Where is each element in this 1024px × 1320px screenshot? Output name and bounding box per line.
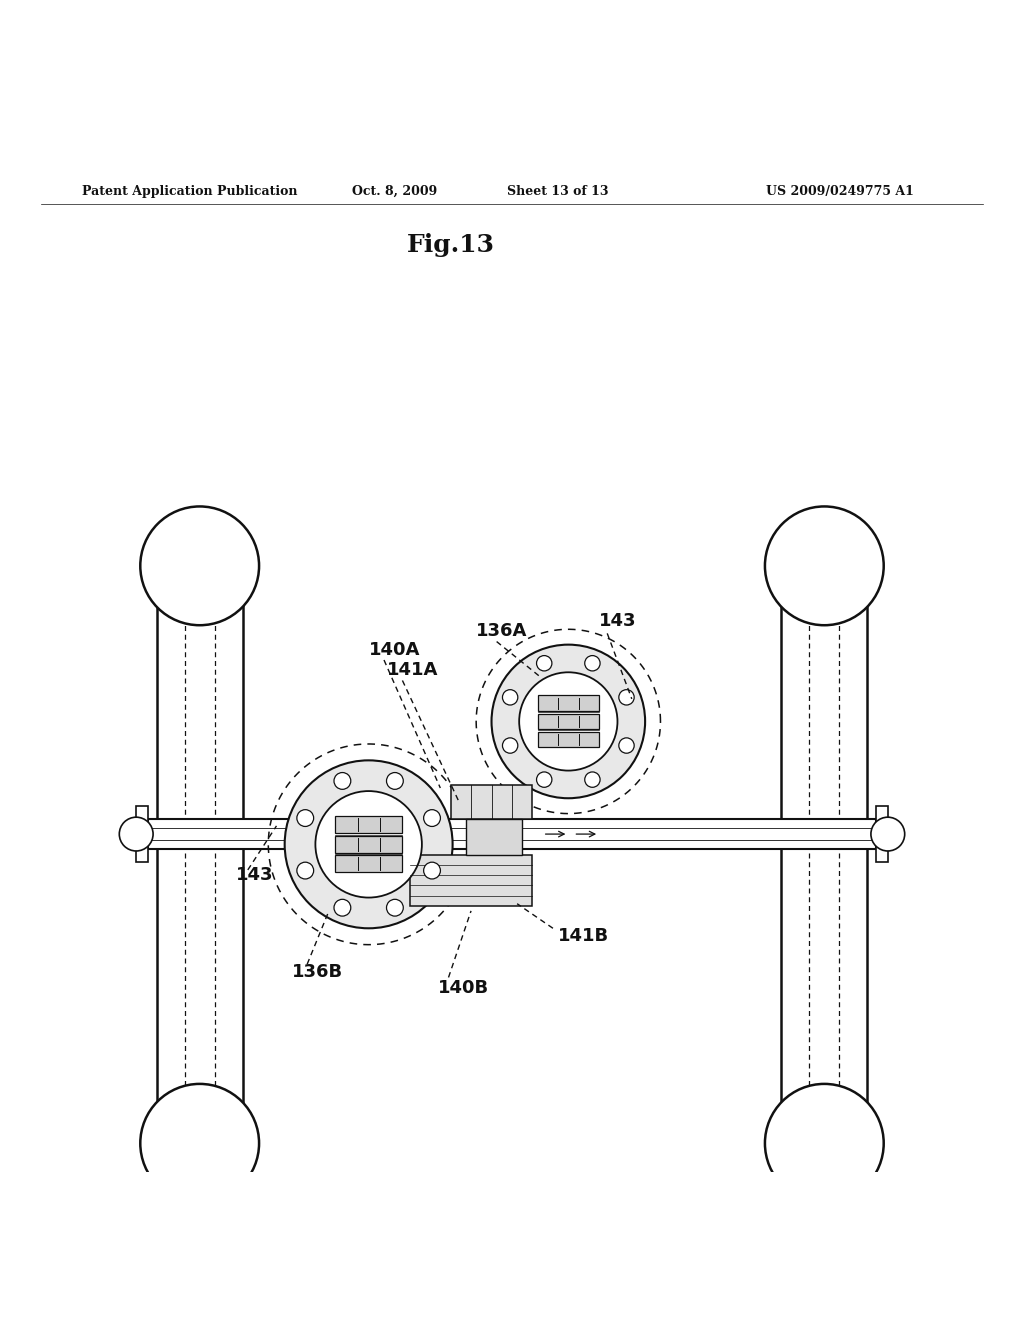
Circle shape — [424, 809, 440, 826]
Text: US 2009/0249775 A1: US 2009/0249775 A1 — [766, 185, 913, 198]
Circle shape — [585, 656, 600, 671]
Circle shape — [297, 809, 313, 826]
Circle shape — [140, 507, 259, 626]
Circle shape — [315, 791, 422, 898]
Text: 141B: 141B — [558, 928, 609, 945]
Circle shape — [765, 1084, 884, 1203]
Polygon shape — [336, 816, 401, 833]
Polygon shape — [538, 696, 599, 711]
Polygon shape — [157, 573, 243, 1137]
Circle shape — [870, 817, 905, 851]
Circle shape — [334, 899, 351, 916]
Circle shape — [386, 899, 403, 916]
Polygon shape — [781, 573, 867, 1137]
Circle shape — [424, 862, 440, 879]
Circle shape — [765, 507, 884, 626]
Polygon shape — [148, 818, 876, 850]
Polygon shape — [538, 731, 599, 747]
Polygon shape — [538, 714, 599, 730]
Circle shape — [297, 862, 313, 879]
Circle shape — [519, 672, 617, 771]
Polygon shape — [466, 818, 522, 854]
Circle shape — [537, 656, 552, 671]
Text: 143: 143 — [599, 612, 637, 630]
Text: Oct. 8, 2009: Oct. 8, 2009 — [351, 185, 437, 198]
Text: Patent Application Publication: Patent Application Publication — [82, 185, 297, 198]
Circle shape — [492, 644, 645, 799]
Circle shape — [503, 738, 518, 754]
Circle shape — [119, 817, 153, 851]
Circle shape — [386, 772, 403, 789]
Text: 143: 143 — [236, 866, 273, 884]
Circle shape — [285, 760, 453, 928]
Circle shape — [503, 689, 518, 705]
Text: 136B: 136B — [292, 964, 343, 981]
Text: 140B: 140B — [438, 978, 489, 997]
Text: 136A: 136A — [476, 622, 527, 640]
Circle shape — [618, 689, 634, 705]
Circle shape — [140, 1084, 259, 1203]
Text: 141A: 141A — [387, 661, 438, 680]
Circle shape — [334, 772, 351, 789]
Polygon shape — [451, 785, 532, 818]
Text: Fig.13: Fig.13 — [407, 234, 495, 257]
Circle shape — [618, 738, 634, 754]
Text: Sheet 13 of 13: Sheet 13 of 13 — [507, 185, 609, 198]
Text: 140A: 140A — [369, 640, 420, 659]
Polygon shape — [876, 807, 888, 862]
Polygon shape — [410, 854, 532, 906]
Circle shape — [585, 772, 600, 787]
Polygon shape — [336, 855, 401, 873]
Circle shape — [537, 772, 552, 787]
Polygon shape — [136, 807, 148, 862]
Polygon shape — [336, 836, 401, 853]
